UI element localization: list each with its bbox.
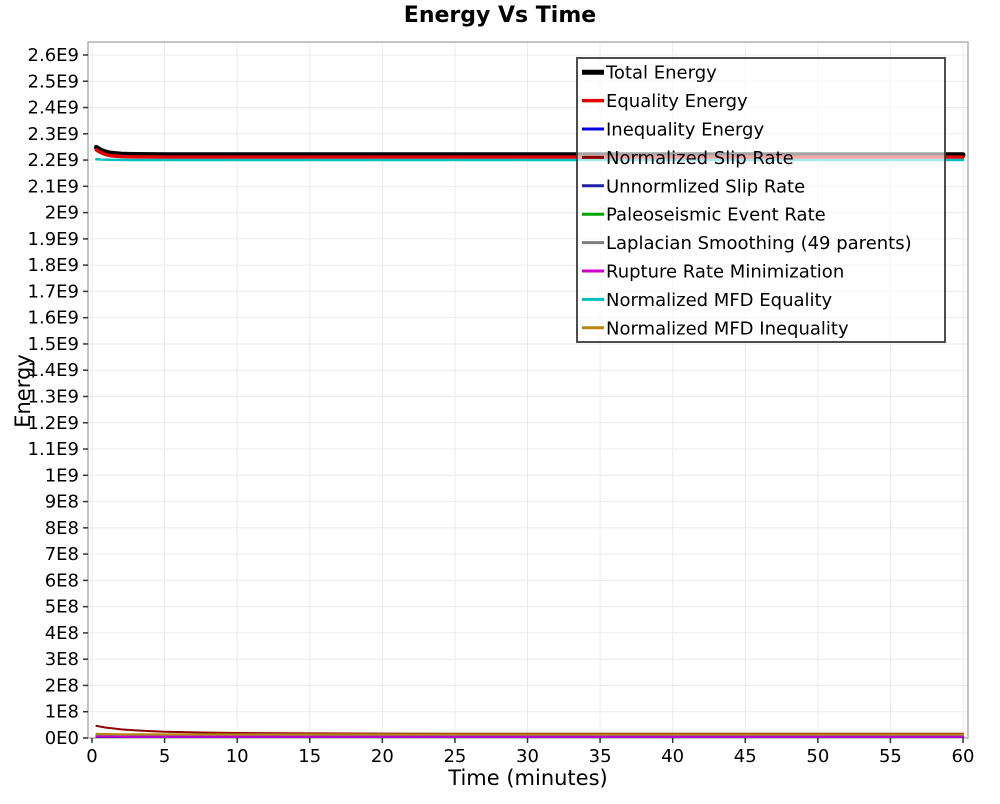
legend-label: Normalized MFD Inequality [606, 318, 849, 339]
legend-label: Inequality Energy [606, 120, 764, 141]
legend-label: Paleoseismic Event Rate [606, 205, 826, 226]
legend-label: Equality Energy [606, 91, 748, 112]
x-tick-label: 60 [952, 746, 975, 767]
x-tick-label: 50 [806, 746, 829, 767]
x-tick-label: 30 [516, 746, 539, 767]
y-tick-label: 9E8 [45, 492, 79, 513]
legend-label: Unnormlized Slip Rate [606, 176, 805, 197]
legend-item: Normalized Slip Rate [582, 148, 794, 169]
chart-title: Energy Vs Time [0, 3, 1000, 28]
y-tick-label: 2.3E9 [28, 124, 79, 145]
legend-item: Laplacian Smoothing (49 parents) [582, 233, 912, 254]
y-tick-label: 8E8 [45, 518, 79, 539]
legend-item: Normalized MFD Equality [582, 290, 833, 311]
x-tick-label: 0 [86, 746, 97, 767]
x-tick-label: 20 [371, 746, 394, 767]
y-tick-label: 2.5E9 [28, 71, 79, 92]
legend: Total Energy Equality Energy Inequality En… [577, 58, 945, 342]
legend-label: Normalized Slip Rate [606, 148, 794, 169]
legend-label: Normalized MFD Equality [606, 290, 833, 311]
y-tick-label: 1.9E9 [28, 229, 79, 250]
y-tick-label: 4E8 [45, 623, 79, 644]
y-tick-label: 5E8 [45, 597, 79, 618]
x-tick-label: 40 [661, 746, 684, 767]
legend-label: Laplacian Smoothing (49 parents) [606, 233, 912, 254]
legend-label: Total Energy [605, 63, 717, 84]
x-axis: 0 5 10 15 20 25 30 35 40 45 50 55 60 [86, 738, 974, 767]
x-axis-title: Time (minutes) [408, 766, 648, 790]
y-tick-label: 2.1E9 [28, 176, 79, 197]
series-line-normalized-slip-rate [96, 726, 963, 734]
y-tick-label: 2E9 [45, 203, 79, 224]
y-tick-label: 7E8 [45, 544, 79, 565]
series-line-normalized-mfd-inequality [96, 734, 963, 735]
x-tick-label: 10 [226, 746, 249, 767]
legend-item: Equality Energy [582, 91, 748, 112]
y-tick-label: 0E0 [45, 728, 79, 749]
x-tick-label: 25 [443, 746, 466, 767]
y-tick-label: 1.6E9 [28, 308, 79, 329]
y-tick-label: 2.4E9 [28, 98, 79, 119]
legend-item: Normalized MFD Inequality [582, 318, 849, 339]
x-tick-label: 15 [298, 746, 321, 767]
legend-item: Rupture Rate Minimization [582, 262, 844, 283]
x-tick-label: 55 [879, 746, 902, 767]
y-tick-label: 3E8 [45, 649, 79, 670]
y-tick-label: 1.8E9 [28, 255, 79, 276]
legend-item: Inequality Energy [582, 120, 764, 141]
y-tick-label: 2.6E9 [28, 45, 79, 66]
y-tick-label: 1.7E9 [28, 281, 79, 302]
y-tick-label: 1E9 [45, 465, 79, 486]
legend-item: Unnormlized Slip Rate [582, 176, 805, 197]
y-tick-label: 2E8 [45, 675, 79, 696]
y-tick-label: 6E8 [45, 570, 79, 591]
y-tick-label: 1E8 [45, 702, 79, 723]
legend-item: Paleoseismic Event Rate [582, 205, 826, 226]
x-tick-label: 45 [734, 746, 757, 767]
legend-label: Rupture Rate Minimization [606, 262, 844, 283]
y-axis-title: Energy [11, 331, 37, 451]
y-tick-label: 2.2E9 [28, 150, 79, 171]
x-tick-label: 35 [589, 746, 612, 767]
x-tick-label: 5 [159, 746, 170, 767]
